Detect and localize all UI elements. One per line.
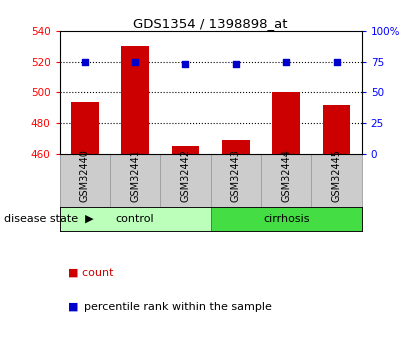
Bar [172, 146, 199, 154]
Text: ■: ■ [68, 302, 79, 312]
Title: GDS1354 / 1398898_at: GDS1354 / 1398898_at [134, 17, 288, 30]
Bar [210, 207, 362, 231]
Point [233, 61, 239, 67]
Text: GSM32440: GSM32440 [80, 149, 90, 203]
Point [283, 59, 289, 65]
Bar [71, 102, 99, 154]
Text: GSM32441: GSM32441 [130, 149, 140, 203]
Text: ■ count: ■ count [68, 268, 113, 277]
Point [182, 61, 189, 67]
Bar [323, 105, 350, 154]
Text: GSM32444: GSM32444 [281, 149, 291, 203]
Bar [272, 92, 300, 154]
Bar [121, 47, 149, 154]
Bar [60, 207, 211, 231]
Text: percentile rank within the sample: percentile rank within the sample [84, 302, 272, 312]
Point [333, 59, 340, 65]
Point [81, 59, 88, 65]
Text: GSM32445: GSM32445 [332, 149, 342, 203]
Text: control: control [116, 214, 155, 224]
Text: cirrhosis: cirrhosis [263, 214, 309, 224]
Text: GSM32442: GSM32442 [180, 149, 190, 203]
Text: disease state  ▶: disease state ▶ [4, 214, 94, 224]
Bar [222, 140, 249, 154]
Text: GSM32443: GSM32443 [231, 149, 241, 203]
Point [132, 59, 139, 65]
